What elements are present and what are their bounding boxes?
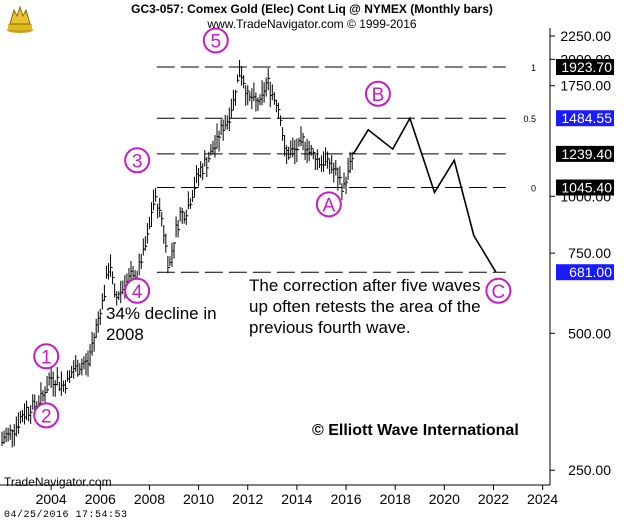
x-tick-label-1: 2006 bbox=[85, 491, 116, 507]
y-tick-label-1: 500.00 bbox=[568, 325, 611, 341]
wave-label-circle-1 bbox=[33, 402, 60, 429]
correction-annotation: The correction after five waves up often… bbox=[249, 276, 481, 337]
wave-label-7: C bbox=[492, 282, 506, 303]
y-tick-label-2: 750.00 bbox=[568, 245, 611, 261]
wave-label-6: B bbox=[372, 85, 385, 106]
price-box-label-4: 681.00 bbox=[569, 264, 612, 280]
x-tick-label-2: 2008 bbox=[134, 491, 165, 507]
wave-label-circle-2 bbox=[124, 147, 151, 174]
wave-label-circle-4 bbox=[202, 27, 229, 54]
x-tick-label-4: 2012 bbox=[232, 491, 263, 507]
y-tick-label-4: 1750.00 bbox=[560, 78, 611, 94]
footer-timestamp: 04/25/2016 17:54:53 bbox=[4, 510, 128, 521]
price-box-label-1: 1484.55 bbox=[561, 110, 612, 126]
trade-navigator-logo bbox=[7, 5, 33, 33]
price-box-2 bbox=[556, 145, 614, 162]
fib-label-1: 0.5 bbox=[523, 114, 536, 124]
x-tick-label-9: 2022 bbox=[478, 491, 509, 507]
x-tick-label-3: 2010 bbox=[183, 491, 214, 507]
wave-label-circle-6 bbox=[364, 80, 391, 107]
x-tick-label-10: 2024 bbox=[527, 491, 558, 507]
price-box-label-0: 1923.70 bbox=[561, 59, 612, 75]
footer-brand: TradeNavigator.com bbox=[4, 475, 112, 489]
price-box-3 bbox=[556, 179, 614, 196]
price-box-label-3: 1045.40 bbox=[561, 180, 612, 196]
wave-label-1: 2 bbox=[41, 406, 52, 427]
fib-label-0: 1 bbox=[531, 63, 536, 73]
x-tick-label-6: 2016 bbox=[330, 491, 361, 507]
x-tick-label-7: 2018 bbox=[380, 491, 411, 507]
x-tick-label-0: 2004 bbox=[36, 491, 67, 507]
x-tick-label-5: 2014 bbox=[281, 491, 312, 507]
wave-label-circle-5 bbox=[315, 191, 342, 218]
price-box-1 bbox=[556, 110, 614, 127]
decline-annotation: 34% decline in 2008 bbox=[106, 304, 217, 344]
projection-line bbox=[352, 116, 497, 273]
price-box-label-2: 1239.40 bbox=[561, 146, 612, 162]
x-tick-label-8: 2020 bbox=[429, 491, 460, 507]
fib-label-3: 0 bbox=[531, 184, 536, 194]
wave-label-circle-0 bbox=[33, 343, 60, 370]
chart-subtitle: www.TradeNavigator.com © 1999-2016 bbox=[207, 17, 417, 31]
y-tick-label-6: 2250.00 bbox=[560, 28, 611, 44]
wave-label-0: 1 bbox=[41, 347, 52, 368]
wave-label-circle-7 bbox=[485, 277, 512, 304]
price-box-0 bbox=[556, 59, 614, 76]
wave-label-circle-3 bbox=[124, 277, 151, 304]
wave-label-5: A bbox=[322, 195, 335, 216]
wave-label-3: 4 bbox=[132, 282, 143, 303]
wave-label-2: 3 bbox=[132, 151, 143, 172]
copyright-text: © Elliott Wave International bbox=[312, 422, 519, 439]
wave-label-4: 5 bbox=[211, 31, 222, 52]
y-tick-label-0: 250.00 bbox=[568, 462, 611, 478]
chart-title: GC3-057: Comex Gold (Elec) Cont Liq @ NY… bbox=[131, 2, 493, 16]
price-box-4 bbox=[556, 264, 614, 281]
